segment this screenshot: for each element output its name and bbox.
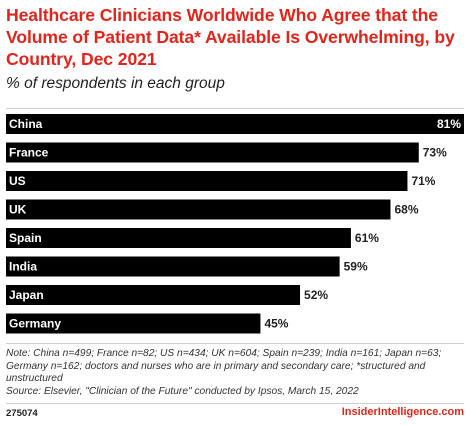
category-label: Japan [9, 288, 44, 302]
category-label: India [9, 260, 37, 274]
value-label: 45% [264, 317, 288, 331]
chart-source: Source: Elsevier, "Clinician of the Futu… [6, 385, 359, 397]
category-label: Spain [9, 231, 42, 245]
value-label: 68% [394, 203, 418, 217]
value-label: 61% [355, 231, 379, 245]
bar-us [6, 171, 408, 191]
chart-id: 275074 [6, 408, 38, 419]
footer-divider [6, 403, 464, 404]
top-divider [6, 108, 464, 109]
bar-japan [6, 285, 301, 305]
value-label: 59% [344, 260, 368, 274]
category-label: US [9, 174, 26, 188]
chart-notes: Note: China n=499; France n=82; US n=434… [6, 348, 466, 398]
bar-uk [6, 199, 391, 220]
value-label: 71% [411, 174, 435, 188]
chart-subtitle: % of respondents in each group [6, 75, 225, 92]
category-label: UK [9, 203, 27, 217]
bar-china [6, 114, 464, 134]
category-label: Germany [9, 317, 61, 331]
bottom-divider [6, 343, 464, 344]
brand-logo-text: InsiderIntelligence.com [341, 406, 464, 418]
value-label: 73% [423, 146, 447, 160]
bar-france [6, 142, 419, 163]
chart-note: Note: China n=499; France n=82; US n=434… [6, 348, 442, 385]
value-label: 81% [437, 117, 461, 131]
category-label: France [9, 146, 49, 160]
bar-spain [6, 228, 351, 248]
value-label: 52% [304, 288, 328, 302]
bar-germany [6, 313, 261, 334]
chart-title: Healthcare Clinicians Worldwide Who Agre… [6, 5, 455, 69]
bar-india [6, 256, 340, 277]
category-label: China [9, 117, 43, 131]
bar-chart: China 81% France 73% US 71% UK 68% Spain 61% India… [6, 114, 464, 334]
